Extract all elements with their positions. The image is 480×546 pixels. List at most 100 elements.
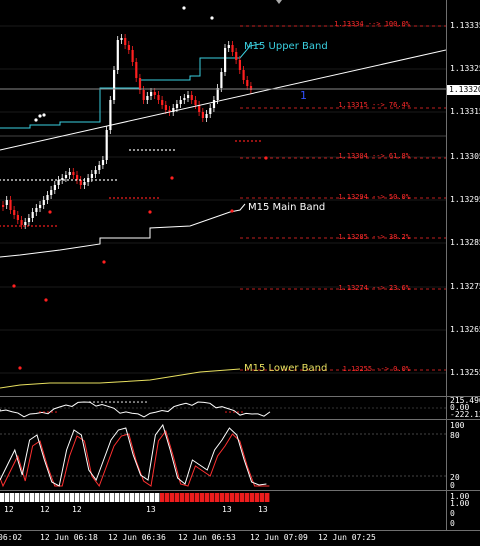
signal-dot [133,149,135,151]
pane-separator[interactable] [0,490,480,491]
signal-dot [31,179,33,181]
period-marker-icon [276,0,282,4]
signal-dot [42,113,46,117]
bar-label: 12 [4,505,14,514]
cci-dot [241,411,243,413]
signal-dot [87,179,89,181]
candle-body [131,50,134,62]
cci-dot [109,401,111,403]
order-marker-label: 1 [300,89,307,102]
pane-separator[interactable] [0,419,480,420]
candle-body [179,100,182,104]
cci-tick: 0.00 [450,403,470,412]
signal-dot [39,179,41,181]
histogram-bar [245,493,250,502]
cci-pane[interactable] [0,397,446,419]
candle-body [175,104,179,108]
cci-tick: -222.1281 [450,410,480,419]
candle-body [216,88,219,100]
candle-body [16,215,19,220]
cci-svg [0,401,446,418]
candle-body [238,60,241,70]
signal-dot [15,179,17,181]
cci-dot [129,401,131,403]
stochastic-main-line [0,423,267,487]
histogram-bar [50,493,55,502]
pane-separator[interactable] [0,396,480,397]
signal-dot [35,179,37,181]
candle-body [39,205,42,208]
candle-body [146,96,149,100]
histogram-bar [95,493,100,502]
price-tick: 1.13265 [450,325,480,334]
signal-dot [103,179,105,181]
cci-dot [145,401,147,403]
histogram-bar [215,493,220,502]
histogram-bar [180,493,185,502]
candle-body [249,86,253,90]
histogram-bar [250,493,255,502]
cci-dot [117,401,119,403]
histogram-pane[interactable]: 12 12 12 13 13 13 [0,491,446,530]
signal-dot [169,149,171,151]
signal-dot [23,225,25,227]
stochastic-tick: 100 [450,421,465,430]
signal-dot [3,225,5,227]
candle-body [120,38,123,40]
signal-dot [43,225,45,227]
candle-body [168,110,171,112]
candle-body [42,200,45,205]
histogram-bar [115,493,120,502]
price-chart-pane[interactable]: M15 Upper Band M15 Main Band M15 Lower B… [0,0,446,396]
cci-dot [105,401,107,403]
band-lines [0,43,261,389]
histogram-bar [195,493,200,502]
signal-dot [27,225,29,227]
candle-body [198,105,201,112]
cci-dot [97,401,99,403]
cci-line [0,401,271,418]
bar-label: 13 [146,505,156,514]
stochastic-pane[interactable] [0,420,446,490]
cci-dot [93,401,95,403]
histogram-bar [240,493,245,502]
time-axis[interactable]: 06:02 12 Jun 06:18 12 Jun 06:36 12 Jun 0… [0,530,480,546]
price-tick: 1.13305 [450,152,480,161]
stochastic-tick: 0 [450,481,455,490]
histogram-bar [235,493,240,502]
signal-dot [3,179,5,181]
signal-dot [18,366,22,370]
candle-body [113,70,116,100]
fibonacci-lines [0,25,446,371]
price-scale[interactable]: 1.13335 1.13325 1.13315 1.13305 1.13295 … [446,0,480,396]
cci-dot [225,411,227,413]
signal-dot [157,197,159,199]
cci-tick: 215.4904 [450,396,480,405]
signal-dot [170,176,174,180]
histogram-bar [80,493,85,502]
histogram-bar [45,493,50,502]
upper-band-label: M15 Upper Band [244,41,328,52]
candle-body [246,80,249,86]
histogram-bar [30,493,35,502]
signal-dot [15,225,17,227]
stochastic-svg [0,423,446,488]
time-label: 06:02 [0,533,23,542]
time-label: 12 Jun 06:53 [178,533,236,542]
signal-dot [109,197,111,199]
histogram-bar [155,493,160,502]
signal-dot [173,149,175,151]
signal-dot [148,210,152,214]
histogram-scale: 1.00 1.00 0 0 [446,491,480,530]
fib-label-38: 1.13285 --> 38.2% [338,233,410,241]
signal-dot [79,179,81,181]
candle-body [31,212,34,218]
histogram-bar [225,493,230,502]
candle-body [127,45,130,50]
candle-body [164,105,167,110]
histogram-bar [175,493,180,502]
fib-label-61: 1.13304 --> 61.8% [338,152,410,160]
candle-body [116,40,119,70]
signal-dot [44,298,48,302]
histogram-bar [10,493,15,502]
